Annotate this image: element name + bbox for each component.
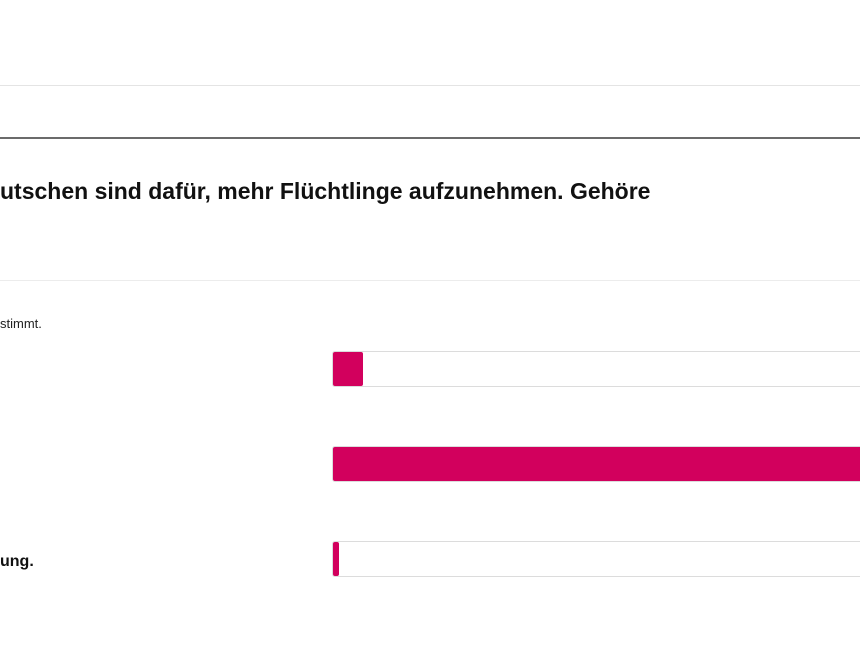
poll-option-label-3: ung.	[0, 553, 34, 570]
poll-question: utschen sind dafür, mehr Flüchtlinge auf…	[0, 178, 651, 204]
poll-result-fill-1	[333, 352, 363, 386]
page-header-bar	[0, 85, 860, 139]
poll-note: stimmt.	[0, 316, 42, 331]
poll-result-bar-3[interactable]	[332, 541, 860, 577]
poll-result-bar-2[interactable]	[332, 446, 860, 482]
poll-result-fill-3	[333, 542, 339, 576]
poll-result-bar-1[interactable]	[332, 351, 860, 387]
poll-result-fill-2	[333, 447, 860, 481]
section-divider	[0, 280, 860, 281]
